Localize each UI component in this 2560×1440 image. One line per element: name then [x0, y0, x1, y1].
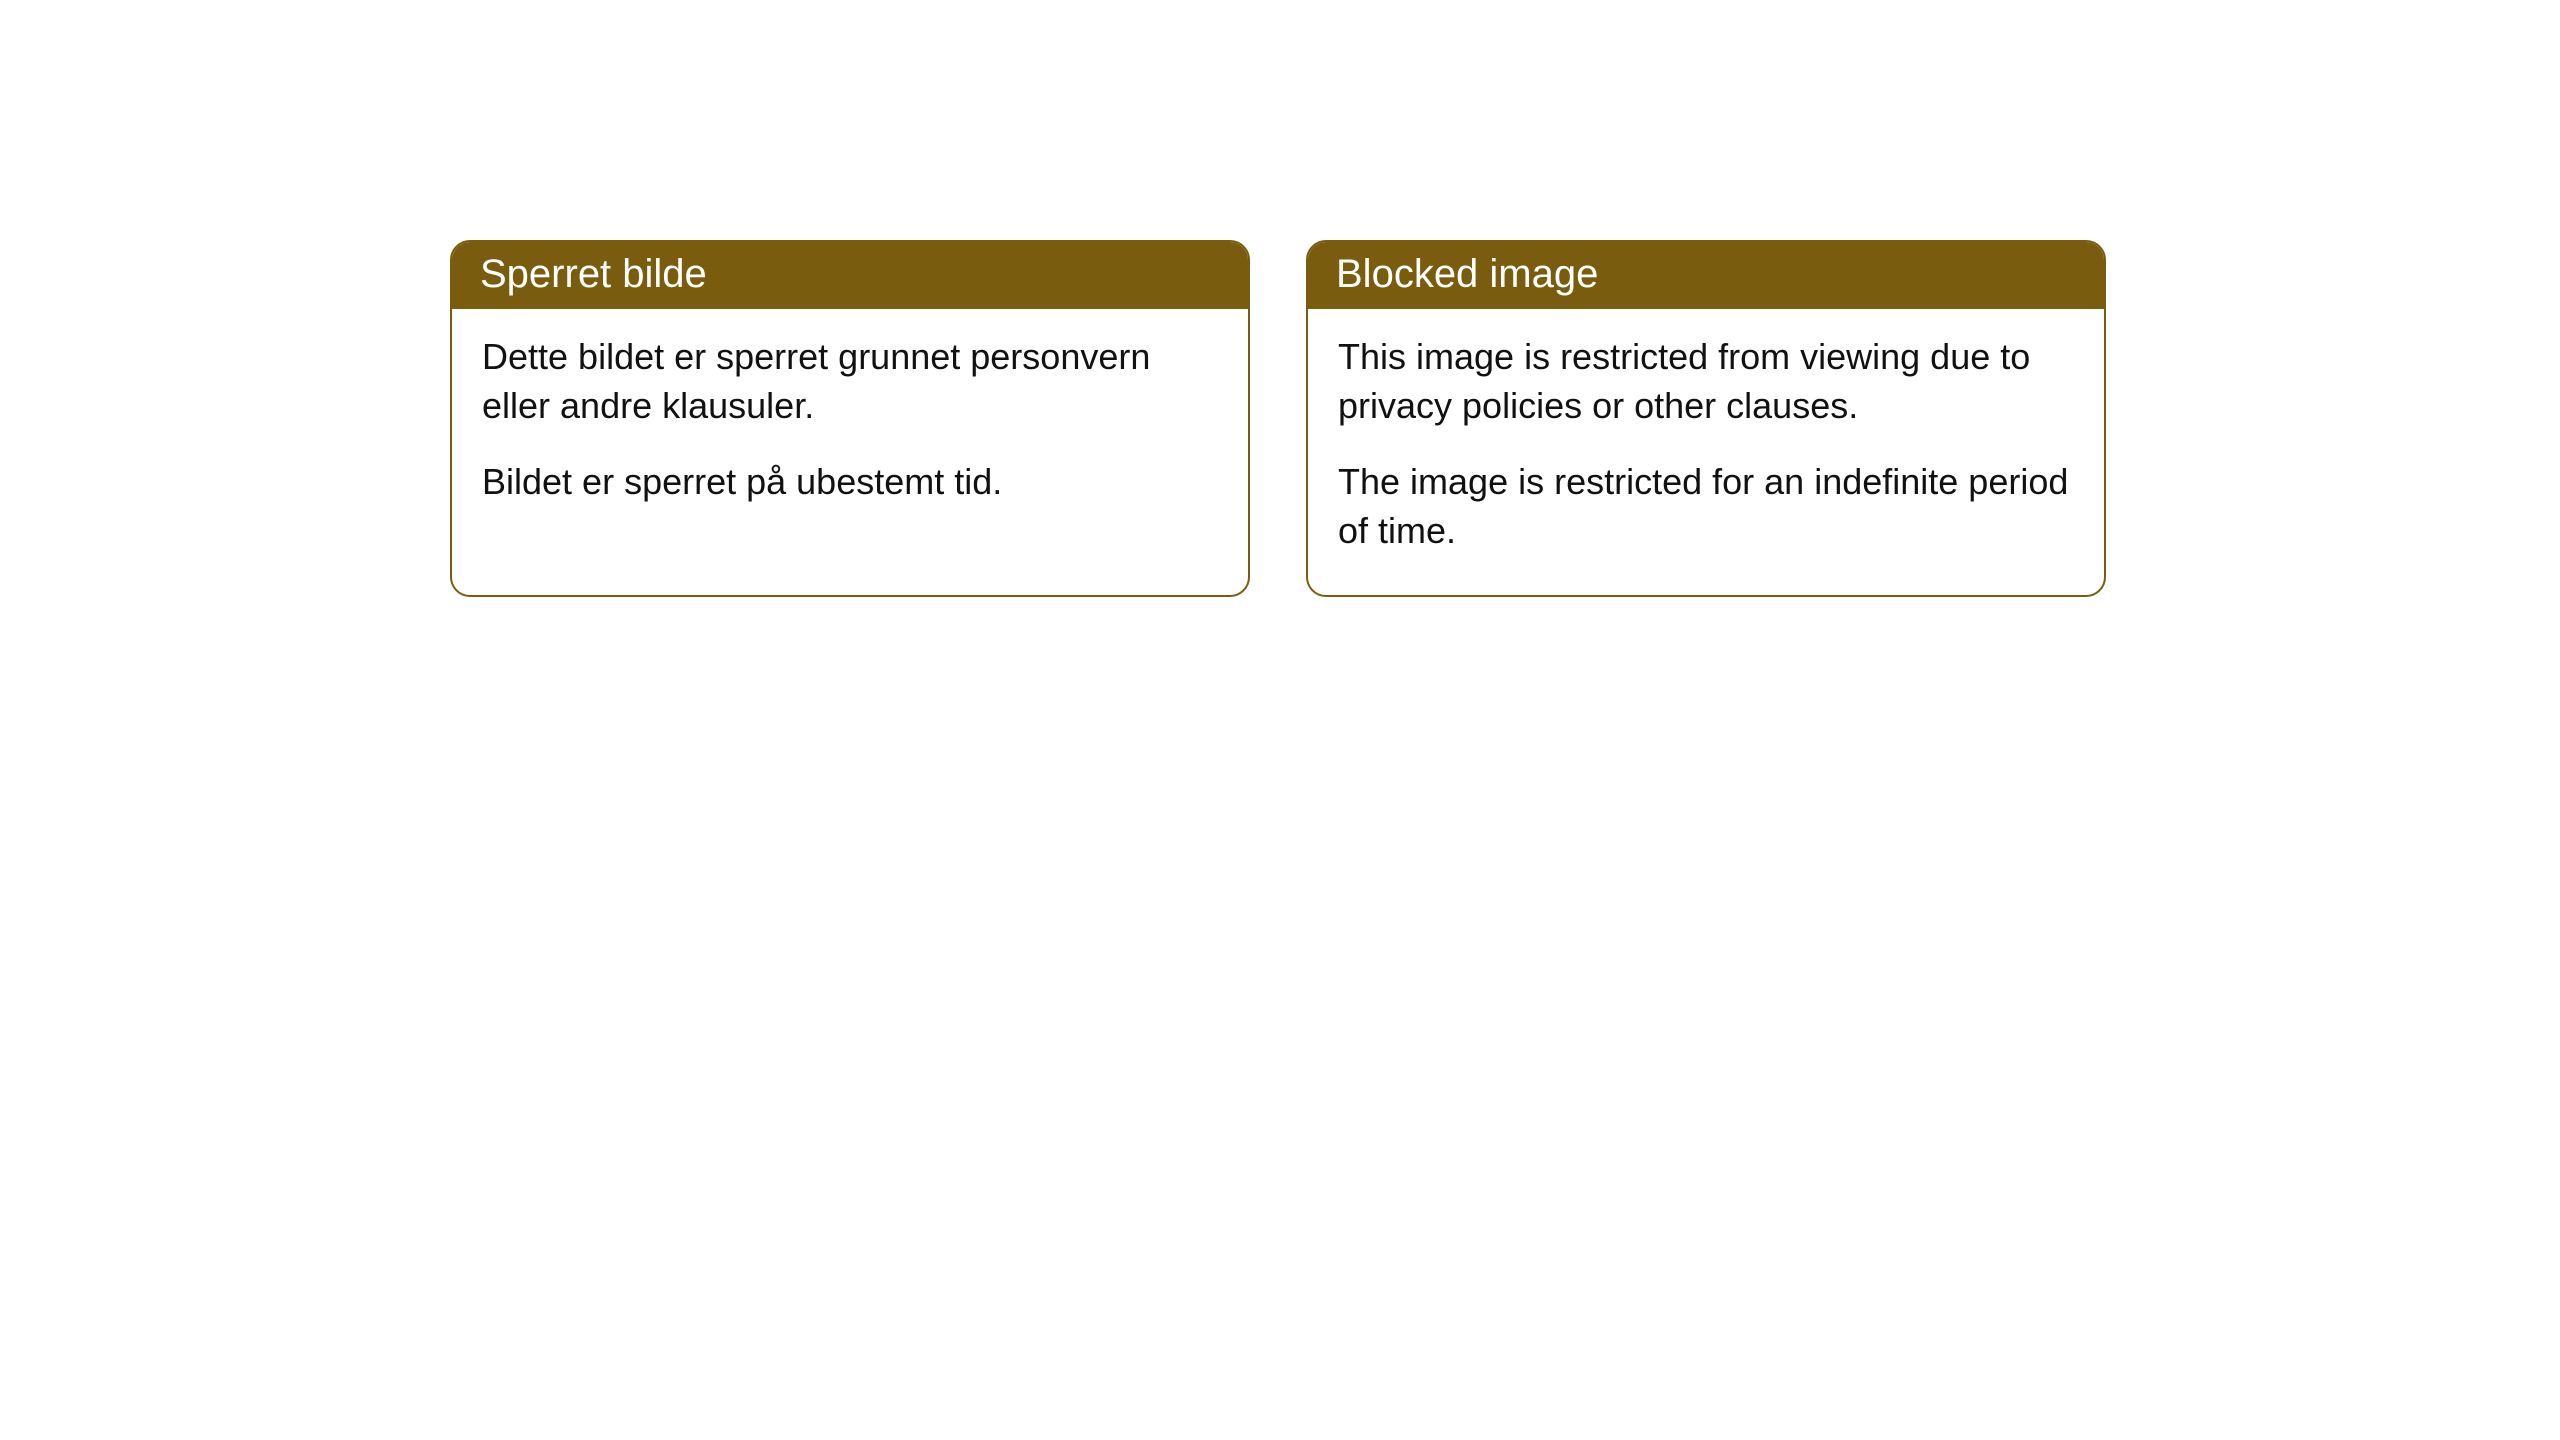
card-paragraph-1: This image is restricted from viewing du… [1338, 333, 2074, 430]
cards-container: Sperret bilde Dette bildet er sperret gr… [0, 0, 2560, 597]
card-norwegian: Sperret bilde Dette bildet er sperret gr… [450, 240, 1250, 597]
card-header-norwegian: Sperret bilde [452, 242, 1248, 309]
card-english: Blocked image This image is restricted f… [1306, 240, 2106, 597]
card-paragraph-1: Dette bildet er sperret grunnet personve… [482, 333, 1218, 430]
card-body-english: This image is restricted from viewing du… [1308, 309, 2104, 595]
card-paragraph-2: The image is restricted for an indefinit… [1338, 458, 2074, 555]
card-body-norwegian: Dette bildet er sperret grunnet personve… [452, 309, 1248, 547]
card-header-english: Blocked image [1308, 242, 2104, 309]
card-paragraph-2: Bildet er sperret på ubestemt tid. [482, 458, 1218, 507]
